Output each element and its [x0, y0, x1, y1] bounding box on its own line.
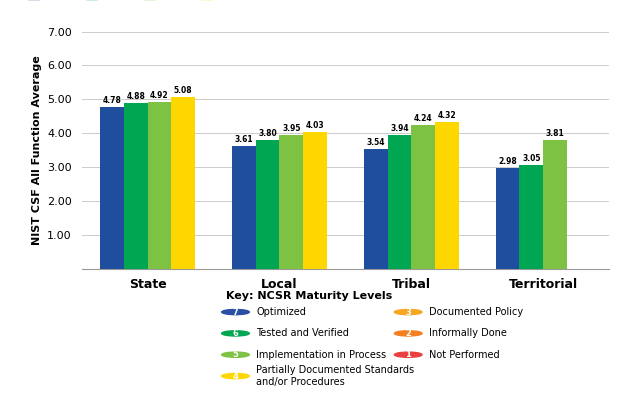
Text: 3.61: 3.61	[234, 135, 253, 144]
Circle shape	[394, 331, 422, 336]
Text: 3.80: 3.80	[258, 129, 277, 138]
Text: 4: 4	[232, 372, 239, 380]
Text: 3.05: 3.05	[522, 154, 541, 163]
Text: 5.08: 5.08	[174, 86, 193, 94]
Bar	[100, 107, 124, 269]
Text: 4.78: 4.78	[102, 96, 121, 105]
Bar	[387, 135, 411, 269]
Text: Optimized: Optimized	[256, 307, 306, 317]
Text: 6: 6	[232, 329, 239, 338]
Bar	[279, 135, 303, 269]
Bar	[495, 168, 519, 269]
Text: Key: NCSR Maturity Levels: Key: NCSR Maturity Levels	[226, 291, 392, 301]
Text: Tested and Verified: Tested and Verified	[256, 328, 349, 339]
Bar	[435, 122, 459, 269]
Text: Informally Done: Informally Done	[429, 328, 507, 339]
Text: 4.32: 4.32	[438, 111, 457, 120]
Circle shape	[222, 309, 249, 315]
Text: 5: 5	[232, 350, 239, 359]
Text: 7: 7	[232, 308, 239, 316]
Text: 3.81: 3.81	[546, 129, 565, 137]
Text: 4.88: 4.88	[126, 92, 145, 102]
Text: 4.24: 4.24	[414, 114, 433, 123]
Bar	[171, 97, 195, 269]
Bar	[232, 147, 256, 269]
Text: 2: 2	[405, 329, 411, 338]
Text: Implementation in Process: Implementation in Process	[256, 350, 386, 360]
Bar	[256, 140, 279, 269]
Text: Not Performed: Not Performed	[429, 350, 499, 360]
Text: 4.92: 4.92	[150, 91, 169, 100]
Text: 3.95: 3.95	[282, 124, 301, 133]
Text: 4.03: 4.03	[306, 121, 325, 130]
Text: 1: 1	[405, 350, 411, 359]
Y-axis label: NIST CSF All Function Average: NIST CSF All Function Average	[31, 55, 41, 245]
Bar	[411, 125, 435, 269]
Circle shape	[222, 331, 249, 336]
Circle shape	[222, 352, 249, 357]
Text: 3.94: 3.94	[390, 124, 409, 133]
Bar	[303, 132, 327, 269]
Text: 3.54: 3.54	[367, 138, 385, 147]
Bar	[519, 166, 543, 269]
Bar	[124, 103, 148, 269]
Bar	[543, 139, 567, 269]
Text: Documented Policy: Documented Policy	[429, 307, 523, 317]
Bar	[364, 149, 387, 269]
Text: 3: 3	[405, 308, 411, 316]
Circle shape	[222, 373, 249, 379]
Legend: 2019, 2020, 2021, 2022: 2019, 2020, 2021, 2022	[24, 0, 252, 5]
Circle shape	[394, 352, 422, 357]
Bar	[148, 102, 171, 269]
Circle shape	[394, 309, 422, 315]
Text: Partially Documented Standards
and/or Procedures: Partially Documented Standards and/or Pr…	[256, 365, 414, 387]
Text: 2.98: 2.98	[498, 157, 517, 166]
